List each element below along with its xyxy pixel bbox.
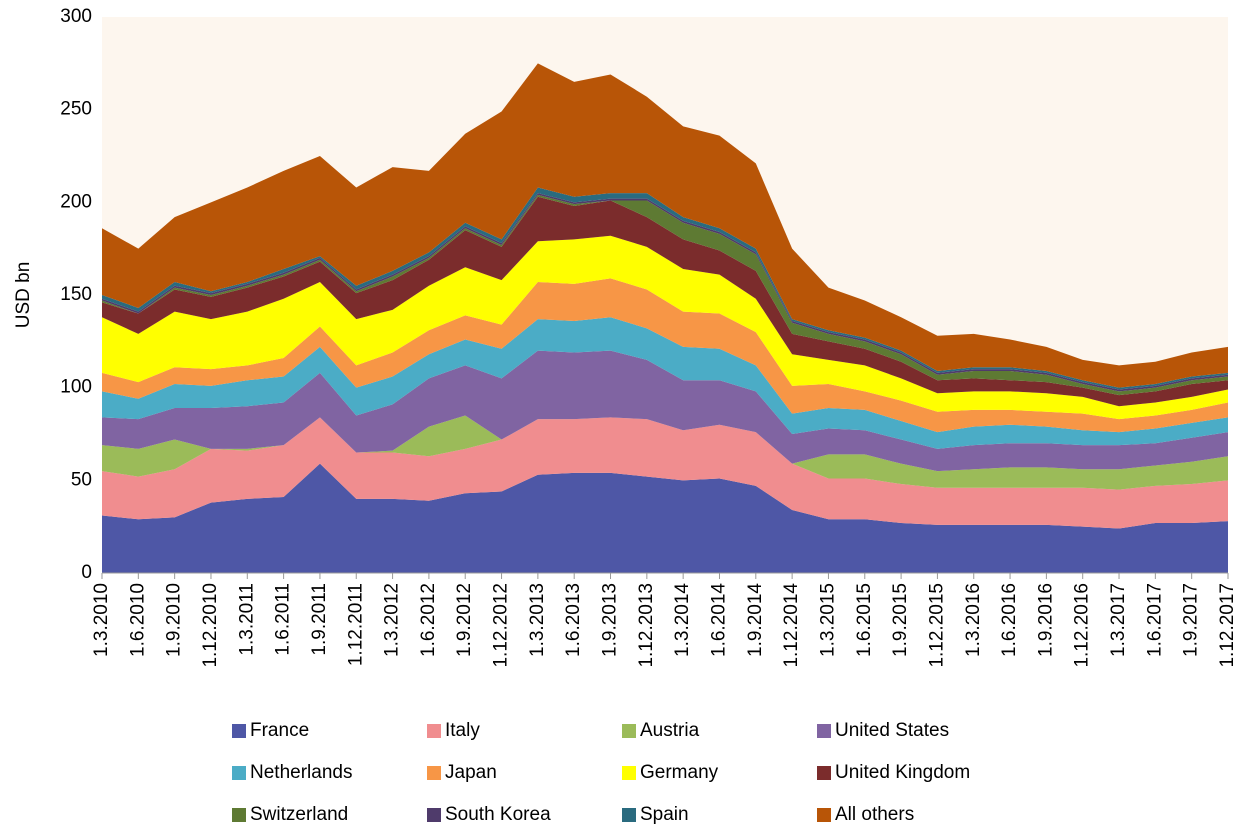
x-tick-label: 1.6.2013 bbox=[563, 583, 584, 657]
x-tick-label: 1.12.2013 bbox=[636, 583, 657, 668]
legend-swatch bbox=[817, 766, 831, 780]
x-tick-label: 1.3.2014 bbox=[672, 583, 693, 657]
legend-label: Spain bbox=[640, 804, 689, 825]
x-tick-label: 1.9.2017 bbox=[1181, 583, 1202, 657]
legend-swatch bbox=[622, 808, 636, 822]
legend-label: Germany bbox=[640, 762, 719, 783]
area bbox=[102, 415, 1228, 490]
y-tick-label: 50 bbox=[71, 469, 92, 490]
legend-label: Japan bbox=[445, 762, 497, 783]
x-tick-label: 1.12.2010 bbox=[200, 583, 221, 668]
legend-label: South Korea bbox=[445, 804, 551, 825]
legend-label: All others bbox=[835, 804, 914, 825]
legend-label: Italy bbox=[445, 720, 480, 741]
area bbox=[102, 463, 1228, 573]
x-tick-label: 1.6.2011 bbox=[273, 583, 294, 656]
x-tick-label: 1.9.2010 bbox=[164, 583, 185, 657]
area bbox=[102, 350, 1228, 472]
legend-swatch bbox=[427, 766, 441, 780]
legend-swatch bbox=[427, 808, 441, 822]
x-tick-label: 1.3.2016 bbox=[963, 583, 984, 657]
legend-label: Switzerland bbox=[250, 804, 348, 825]
x-tick-label: 1.9.2012 bbox=[454, 583, 475, 657]
x-tick-label: 1.3.2010 bbox=[91, 583, 112, 657]
y-tick-label: 250 bbox=[60, 99, 92, 120]
x-tick-label: 1.6.2016 bbox=[999, 583, 1020, 657]
area bbox=[102, 63, 1228, 388]
x-tick-label: 1.3.2013 bbox=[527, 583, 548, 657]
legend-swatch bbox=[817, 724, 831, 738]
x-tick-label: 1.9.2013 bbox=[600, 583, 621, 657]
x-tick-label: 1.12.2016 bbox=[1072, 583, 1093, 668]
legend-swatch bbox=[427, 724, 441, 738]
legend-swatch bbox=[232, 808, 246, 822]
legend-label: Netherlands bbox=[250, 762, 352, 783]
x-tick-label: 1.6.2012 bbox=[418, 583, 439, 657]
y-tick-label: 300 bbox=[60, 6, 92, 27]
area bbox=[102, 317, 1228, 449]
x-tick-label: 1.6.2015 bbox=[854, 583, 875, 657]
x-tick-label: 1.12.2011 bbox=[345, 583, 366, 666]
x-tick-label: 1.6.2014 bbox=[708, 583, 729, 657]
area bbox=[102, 196, 1228, 407]
legend-swatch bbox=[817, 808, 831, 822]
x-tick-label: 1.3.2015 bbox=[817, 583, 838, 657]
legend-swatch bbox=[622, 766, 636, 780]
y-tick-label: 100 bbox=[60, 377, 92, 398]
legend-swatch bbox=[232, 766, 246, 780]
y-tick-label: 200 bbox=[60, 191, 92, 212]
x-tick-label: 1.12.2015 bbox=[926, 583, 947, 668]
x-tick-label: 1.9.2014 bbox=[745, 583, 766, 657]
x-tick-label: 1.9.2011 bbox=[309, 583, 330, 656]
x-tick-label: 1.3.2012 bbox=[382, 583, 403, 657]
legend-label: United Kingdom bbox=[835, 762, 970, 783]
area bbox=[102, 278, 1228, 433]
x-tick-label: 1.12.2017 bbox=[1217, 583, 1238, 668]
legend-label: Austria bbox=[640, 720, 700, 741]
x-tick-label: 1.9.2015 bbox=[890, 583, 911, 657]
legend-label: United States bbox=[835, 720, 949, 741]
x-tick-label: 1.9.2016 bbox=[1035, 583, 1056, 657]
y-axis-label: USD bn bbox=[13, 262, 34, 329]
x-tick-label: 1.12.2014 bbox=[781, 583, 802, 668]
x-tick-label: 1.3.2011 bbox=[236, 583, 257, 656]
x-tick-label: 1.3.2017 bbox=[1108, 583, 1129, 657]
area bbox=[102, 235, 1228, 420]
legend-swatch bbox=[232, 724, 246, 738]
x-tick-label: 1.6.2010 bbox=[127, 583, 148, 657]
y-tick-label: 0 bbox=[81, 562, 92, 583]
legend-label: France bbox=[250, 720, 309, 741]
x-tick-label: 1.6.2017 bbox=[1144, 583, 1165, 657]
legend-swatch bbox=[622, 724, 636, 738]
area bbox=[102, 417, 1228, 529]
x-tick-label: 1.12.2012 bbox=[491, 583, 512, 668]
y-tick-label: 150 bbox=[60, 284, 92, 305]
